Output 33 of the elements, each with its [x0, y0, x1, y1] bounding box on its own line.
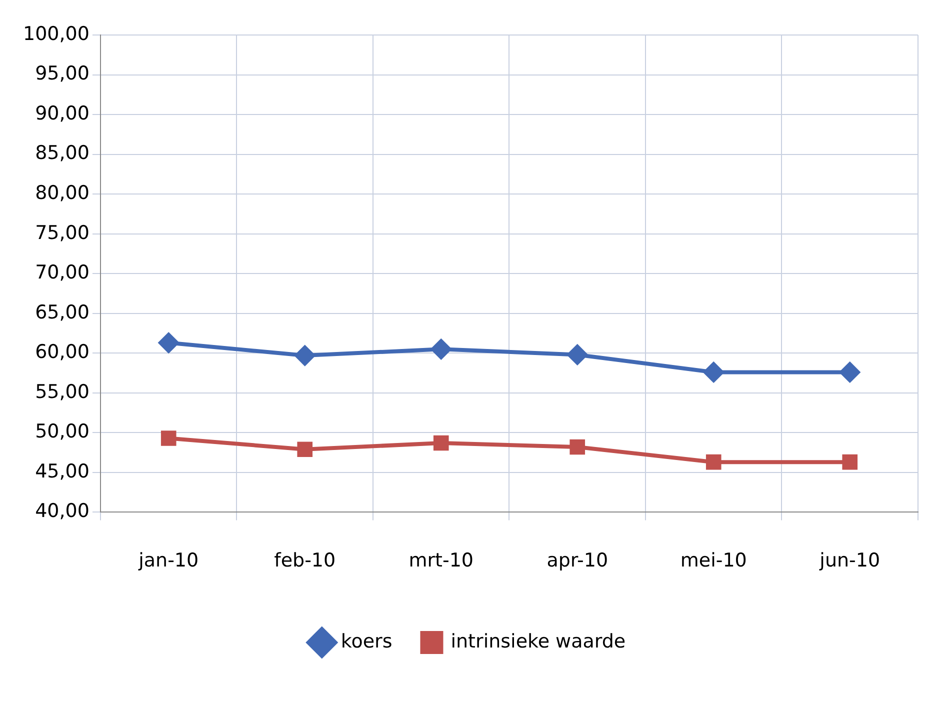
point [704, 362, 724, 382]
point [294, 346, 315, 366]
y-tick-label: 95,00 [35, 62, 90, 85]
x-tick-label: jan-10 [138, 550, 199, 572]
x-tick-label: feb-10 [274, 550, 336, 572]
point [570, 439, 586, 455]
legend-label: koers [340, 630, 392, 652]
y-tick-label: 70,00 [35, 262, 90, 284]
point [567, 344, 588, 365]
point [706, 454, 722, 470]
x-tick-label: mei-10 [680, 550, 747, 572]
x-tick-label: apr-10 [546, 550, 608, 572]
y-tick-label: 65,00 [35, 301, 90, 324]
point [842, 454, 858, 470]
x-tick-label: jun-10 [818, 550, 880, 572]
y-tick-label: 40,00 [35, 500, 90, 522]
legend-label: intrinsieke waarde [450, 630, 626, 652]
point [431, 339, 452, 360]
point [160, 430, 176, 446]
point [297, 442, 313, 458]
y-tick-label: 80,00 [35, 182, 90, 204]
y-tick-label: 50,00 [35, 420, 90, 443]
y-tick-label: 85,00 [35, 142, 90, 164]
y-tick-label: 100,00 [22, 22, 90, 45]
x-tick-label: mrt-10 [408, 550, 474, 572]
y-tick-label: 75,00 [35, 222, 90, 244]
point [158, 332, 179, 353]
point [840, 362, 860, 382]
y-tick-label: 90,00 [35, 102, 90, 124]
point [433, 435, 449, 451]
y-tick-label: 55,00 [35, 380, 90, 403]
y-tick-label: 45,00 [35, 460, 90, 482]
y-tick-label: 60,00 [35, 341, 90, 364]
